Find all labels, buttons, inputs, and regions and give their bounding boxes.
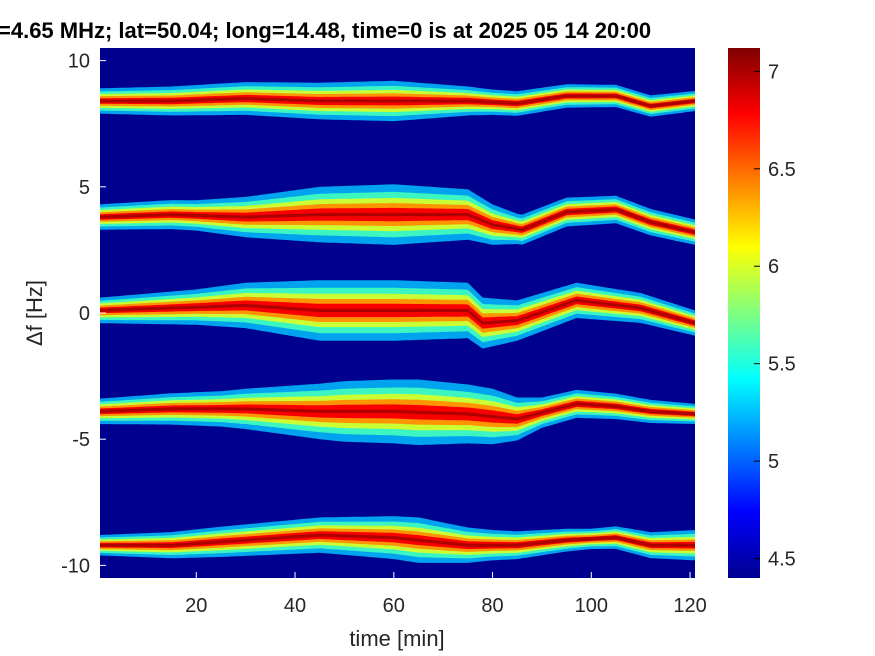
band-5 [100, 516, 695, 563]
colorbar-tick-label: 6.5 [768, 159, 796, 181]
band-2 [100, 184, 695, 245]
colorbar-tick-label: 4.5 [768, 549, 796, 571]
chart-title: =4.65 MHz; lat=50.04; long=14.48, time=0… [0, 18, 651, 43]
colorbar-tick-label: 5.5 [768, 354, 796, 376]
x-axis-label: time [min] [349, 626, 444, 651]
x-tick-label: 40 [284, 595, 306, 617]
band-4-ridge [100, 402, 695, 421]
band-4 [100, 379, 695, 446]
colorbar-tick-label: 5 [768, 451, 779, 473]
band-2-ridge [100, 208, 695, 234]
colorbar [728, 48, 760, 578]
band-1 [100, 80, 695, 122]
band-3 [100, 280, 695, 349]
colorbar-tick-label: 7 [768, 61, 779, 83]
colorbar-ticks: 7 6.5 6 5.5 5 4.5 [754, 61, 796, 571]
band-5-level-5 [100, 531, 695, 550]
y-axis: 10 5 0 -5 -10 [61, 51, 106, 577]
colorbar-tick-label: 6 [768, 256, 779, 278]
x-tick-label: 20 [185, 595, 207, 617]
band-3-ridge [100, 298, 695, 325]
y-axis-label: Δf [Hz] [22, 280, 47, 346]
band-5-ridge [100, 533, 695, 547]
band-2-level-5 [100, 206, 695, 235]
x-axis: 20 40 60 80 100 120 [185, 572, 707, 617]
y-tick-label: 5 [79, 177, 90, 199]
x-tick-label: 120 [673, 595, 706, 617]
band-1-ridge [100, 94, 695, 108]
x-tick-label: 60 [383, 595, 405, 617]
y-tick-label: -10 [61, 555, 90, 577]
y-tick-label: 10 [68, 51, 90, 73]
y-tick-label: -5 [72, 429, 90, 451]
y-tick-label: 0 [79, 303, 90, 325]
x-tick-label: 80 [481, 595, 503, 617]
x-tick-label: 100 [575, 595, 608, 617]
spectrogram-bands [100, 80, 695, 563]
